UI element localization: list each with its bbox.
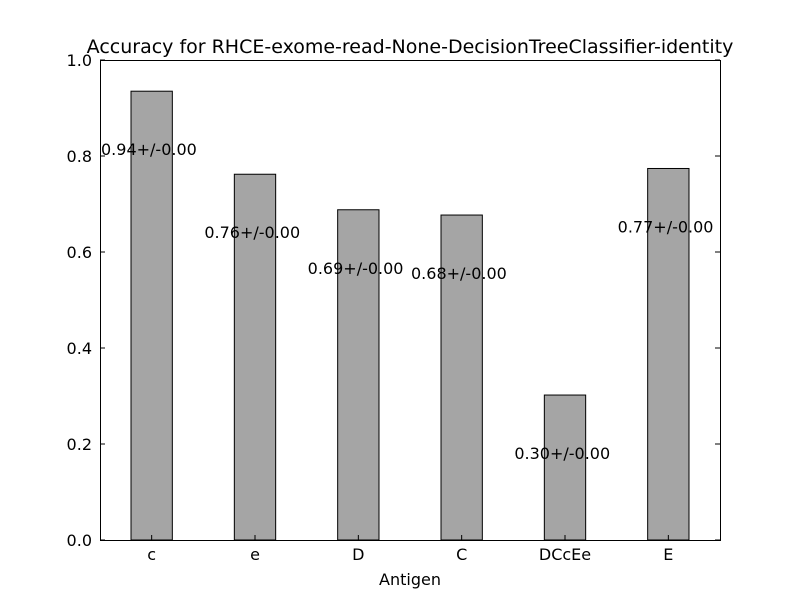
bar-e bbox=[233, 173, 277, 541]
data-label-D: 0.69+/-0.00 bbox=[308, 259, 404, 278]
bar-C bbox=[440, 214, 483, 541]
y-tick-label: 0.0 bbox=[67, 531, 92, 550]
y-tick-label: 0.4 bbox=[67, 339, 92, 358]
y-tick-label: 0.8 bbox=[67, 147, 92, 166]
bar-c bbox=[130, 90, 173, 541]
y-tick-label: 0.6 bbox=[67, 243, 92, 262]
x-axis-title: Antigen bbox=[379, 570, 441, 589]
x-tick-label: E bbox=[663, 545, 673, 564]
data-label-DCcEe: 0.30+/-0.00 bbox=[514, 444, 610, 463]
bars-layer bbox=[130, 90, 690, 541]
data-label-E: 0.77+/-0.00 bbox=[618, 217, 714, 236]
bar-DCcEe bbox=[543, 394, 587, 541]
x-tick-label: DCcEe bbox=[539, 545, 591, 564]
x-tick-label: C bbox=[456, 545, 467, 564]
ticks-layer bbox=[100, 59, 720, 541]
x-tick-label: D bbox=[352, 545, 364, 564]
y-tick-label: 1.0 bbox=[67, 51, 92, 70]
x-tick-label: c bbox=[147, 545, 156, 564]
bar-D bbox=[337, 209, 380, 541]
data-label-C: 0.68+/-0.00 bbox=[411, 264, 507, 283]
plot-frame bbox=[100, 60, 721, 541]
bar-E bbox=[647, 167, 690, 541]
x-tick-label: e bbox=[250, 545, 260, 564]
labels-layer: c 0.94+/-0.00 e 0.76+/-0.00 D 0.69+/-0.00 C 0.6… bbox=[67, 51, 714, 564]
chart-title: Accuracy for RHCE-exome-read-None-Decisi… bbox=[87, 36, 734, 58]
data-label-e: 0.76+/-0.00 bbox=[204, 223, 300, 242]
y-tick-label: 0.2 bbox=[67, 435, 92, 454]
data-label-c: 0.94+/-0.00 bbox=[101, 140, 197, 159]
